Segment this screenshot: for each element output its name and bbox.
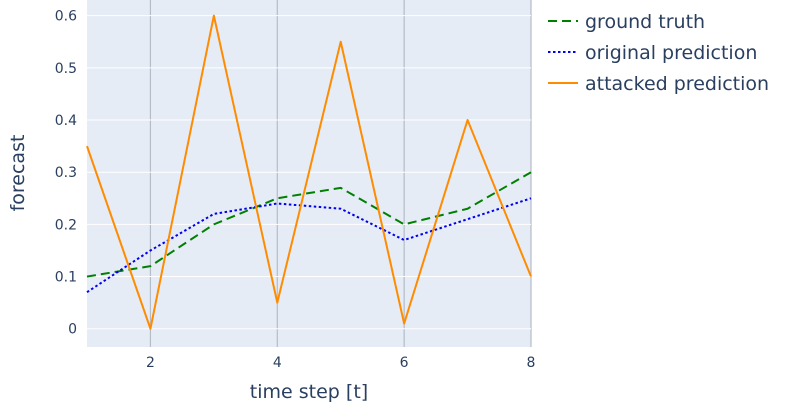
legend-label: original prediction [585,42,757,64]
y-axis-title: forecast [7,135,29,212]
series-line-3 [86,14,532,330]
x-tick-label: 6 [400,355,409,371]
legend-label: ground truth [585,11,705,33]
y-tick-labels: 0 0.1 0.2 0.3 0.4 0.5 0.6 [55,9,77,338]
x-tick-label: 2 [146,355,155,371]
y-tick-label: 0.1 [55,270,77,286]
series-line-1 [86,171,532,278]
y-tick-label: 0 [68,322,77,338]
x-tick-label: 8 [527,355,536,371]
y-tick-label: 0.5 [55,61,77,77]
y-tick-label: 0.2 [55,217,77,233]
series-lines [86,14,532,330]
y-tick-label: 0.4 [55,113,77,129]
legend: ground truth original prediction attacked … [548,11,769,95]
x-tick-labels: 2 4 6 8 [146,355,535,371]
y-gridlines [87,15,531,330]
x-tick-label: 4 [273,355,282,371]
series-line-2 [86,197,532,294]
legend-label: attacked prediction [585,73,769,95]
x-axis-title: time step [t] [250,381,368,403]
y-tick-label: 0.6 [55,9,77,25]
y-tick-label: 0.3 [55,165,77,181]
x-gridlines [149,0,532,347]
